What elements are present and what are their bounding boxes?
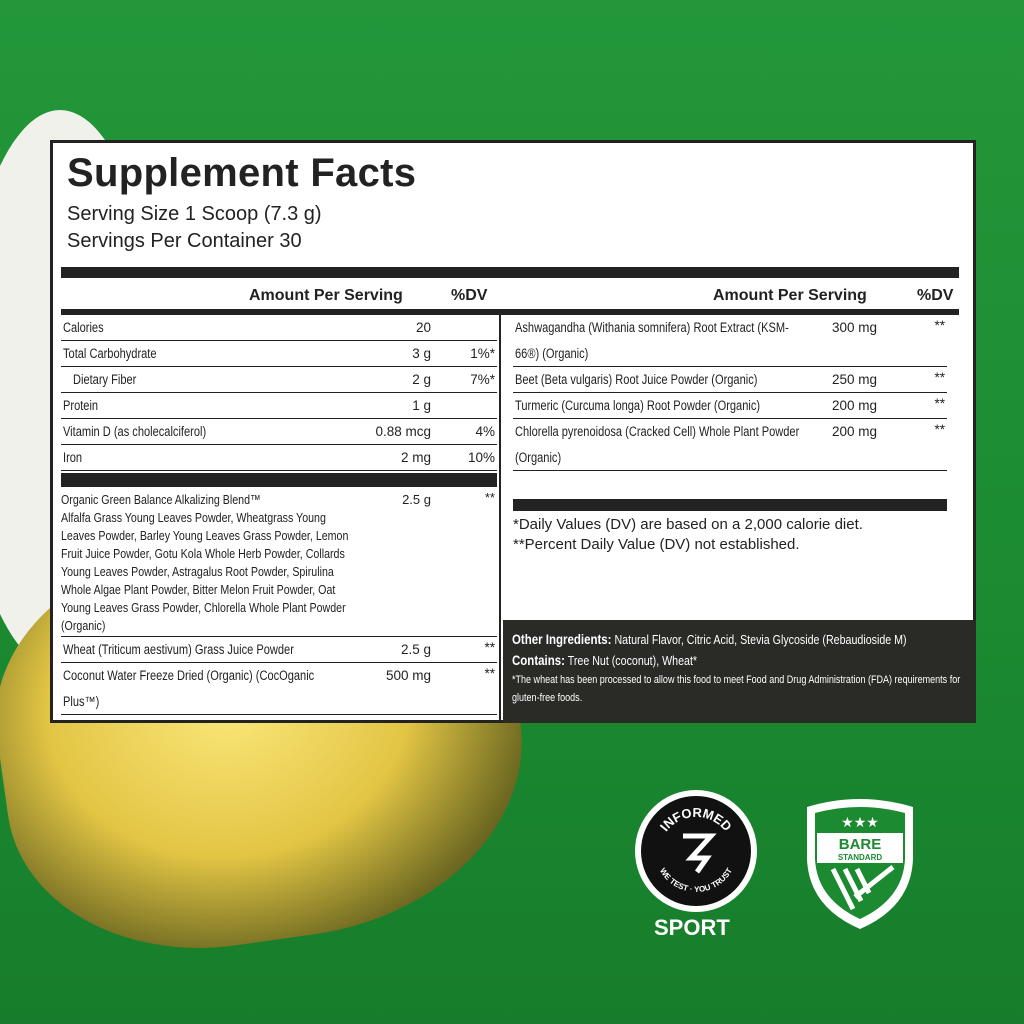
col-dv-left: %DV — [451, 287, 488, 304]
nutrient-amount: 2 mg — [400, 450, 431, 465]
informed-text: INFORMED — [657, 805, 735, 834]
svg-text:INFORMED: INFORMED — [657, 805, 735, 834]
label-title: Supplement Facts — [67, 151, 417, 195]
nutrient-name: Wheat (Triticum aestivum) Grass Juice Po… — [63, 642, 294, 657]
nutrient-name: Beet (Beta vulgaris) Root Juice Powder (… — [515, 372, 758, 387]
nutrient-amount: 3 g — [412, 346, 431, 361]
nutrient-row: Total Carbohydrate 3 g 1%* — [61, 341, 497, 367]
divider — [61, 473, 497, 487]
wheat-note: *The wheat has been processed to allow t… — [512, 674, 961, 704]
nutrient-dv: ** — [934, 318, 945, 333]
nutrient-dv: 10% — [467, 450, 495, 465]
nutrient-dv: 4% — [475, 424, 495, 439]
nutrient-amount: 2 g — [412, 372, 431, 387]
nutrient-amount: 200 mg — [831, 398, 877, 413]
bare-text: BARE — [839, 836, 882, 853]
nutrient-row: Iron 2 mg 10% — [61, 445, 497, 471]
standard-text: STANDARD — [838, 853, 883, 862]
nutrient-name: Protein — [63, 398, 99, 413]
footnote-dv: *Daily Values (DV) are based on a 2,000 … — [513, 516, 863, 533]
contains-value: Tree Nut (coconut), Wheat* — [567, 653, 698, 668]
servings-per-container: Servings Per Container 30 — [67, 230, 302, 252]
other-ingredients-panel: Other Ingredients: Natural Flavor, Citri… — [503, 620, 976, 723]
divider — [61, 309, 959, 315]
blend-amount: 2.5 g — [402, 492, 431, 507]
divider — [513, 499, 947, 511]
nutrient-amount: 2.5 g — [400, 642, 431, 657]
nutrient-row: Chlorella pyrenoidosa (Cracked Cell) Who… — [513, 419, 947, 471]
nutrient-row: Protein 1 g — [61, 393, 497, 419]
nutrient-amount: 200 mg — [831, 424, 877, 439]
nutrient-row: Coconut Water Freeze Dried (Organic) (Co… — [61, 663, 497, 715]
nutrient-row: Beet (Beta vulgaris) Root Juice Powder (… — [513, 367, 947, 393]
nutrient-dv: ** — [934, 370, 945, 385]
blend-row: Organic Green Balance Alkalizing Blend™ A… — [61, 489, 497, 637]
nutrient-row: Turmeric (Curcuma longa) Root Powder (Or… — [513, 393, 947, 419]
nutrient-name: Ashwagandha (Withania somnifera) Root Ex… — [515, 320, 789, 361]
nutrient-dv: 1%* — [470, 346, 495, 361]
nutrient-row: Dietary Fiber 2 g 7%* — [61, 367, 497, 393]
blend-dv: ** — [484, 490, 495, 505]
col-amount-left: Amount Per Serving — [249, 287, 403, 304]
contains-label: Contains: — [512, 652, 565, 668]
nutrient-dv: ** — [484, 666, 495, 681]
nutrient-row: Vitamin D (as cholecalciferol) 0.88 mcg … — [61, 419, 497, 445]
informed-sport-icon: INFORMED WE TEST · YOU TRUST — [657, 805, 735, 894]
nutrient-dv: ** — [934, 422, 945, 437]
other-value: Natural Flavor, Citric Acid, Stevia Glyc… — [614, 632, 907, 647]
col-amount-right: Amount Per Serving — [713, 287, 867, 304]
informed-sport-logo: INFORMED WE TEST · YOU TRUST — [635, 790, 757, 912]
nutrient-amount: 500 mg — [385, 668, 431, 683]
footnote-not-established: **Percent Daily Value (DV) not establish… — [513, 536, 800, 553]
nutrient-name: Iron — [63, 450, 83, 465]
nutrient-amount: 250 mg — [831, 372, 877, 387]
blend-name: Organic Green Balance Alkalizing Blend™ — [61, 492, 261, 507]
nutrient-name: Coconut Water Freeze Dried (Organic) (Co… — [63, 668, 315, 709]
svg-text:★★★: ★★★ — [841, 814, 879, 830]
divider — [61, 267, 959, 278]
nutrient-row: Calories 20 — [61, 315, 497, 341]
nutrient-name: Turmeric (Curcuma longa) Root Powder (Or… — [515, 398, 761, 413]
nutrient-amount: 1 g — [412, 398, 431, 413]
nutrient-dv: 7%* — [470, 372, 495, 387]
nutrient-amount: 20 — [415, 320, 431, 335]
col-dv-right: %DV — [917, 287, 954, 304]
nutrient-dv: ** — [934, 396, 945, 411]
supplement-facts-label: Supplement Facts Serving Size 1 Scoop (7… — [50, 140, 976, 723]
serving-size: Serving Size 1 Scoop (7.3 g) — [67, 203, 322, 225]
blend-ingredients: Alfalfa Grass Young Leaves Powder, Wheat… — [61, 510, 349, 633]
column-divider — [499, 315, 501, 723]
other-label: Other Ingredients: — [512, 631, 612, 647]
nutrient-name: Chlorella pyrenoidosa (Cracked Cell) Who… — [515, 424, 800, 465]
nutrient-amount: 300 mg — [831, 320, 877, 335]
nutrient-row: Ashwagandha (Withania somnifera) Root Ex… — [513, 315, 947, 367]
nutrient-name: Calories — [63, 320, 104, 335]
nutrient-dv: ** — [484, 640, 495, 655]
bare-standard-logo: ★★★ BARE STANDARD — [807, 799, 913, 929]
nutrient-name: Dietary Fiber — [73, 372, 137, 387]
nutrient-row: Wheat (Triticum aestivum) Grass Juice Po… — [61, 637, 497, 663]
nutrient-name: Vitamin D (as cholecalciferol) — [63, 424, 207, 439]
nutrient-name: Total Carbohydrate — [63, 346, 157, 361]
nutrient-amount: 0.88 mcg — [375, 424, 431, 439]
blend-name-block: Organic Green Balance Alkalizing Blend™ A… — [61, 491, 356, 635]
informed-sport-text: SPORT — [654, 915, 730, 940]
